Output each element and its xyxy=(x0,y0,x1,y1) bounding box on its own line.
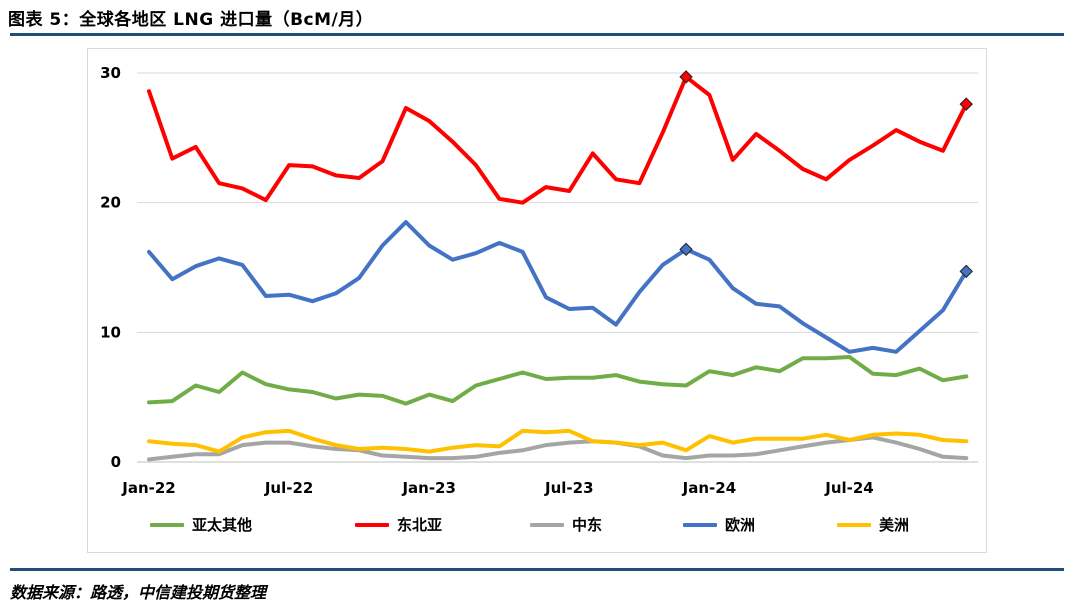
data-marker xyxy=(679,242,693,257)
y-tick-label: 0 xyxy=(111,453,121,471)
figure-title: 图表 5：全球各地区 LNG 进口量（BcM/月） xyxy=(8,10,374,30)
series-markers xyxy=(679,70,973,279)
x-tick-label: Jan-24 xyxy=(682,479,736,497)
x-tick-label: Jul-22 xyxy=(264,479,314,497)
legend-label: 中东 xyxy=(572,516,603,534)
y-tick-label: 30 xyxy=(100,64,121,82)
legend-item: 欧洲 xyxy=(683,514,755,535)
x-tick-label: Jan-23 xyxy=(401,479,455,497)
data-marker xyxy=(959,97,973,111)
y-tick-label: 10 xyxy=(100,323,121,341)
legend-item: 亚太其他 xyxy=(150,514,252,535)
x-tick-label: Jan-22 xyxy=(121,479,175,497)
legend-label: 东北亚 xyxy=(397,516,443,534)
legend-swatch xyxy=(530,522,564,527)
data-marker xyxy=(679,70,693,84)
x-tick-label: Jul-23 xyxy=(544,479,594,497)
header-rule xyxy=(10,33,1064,36)
series-line xyxy=(147,428,969,454)
gridlines xyxy=(137,72,979,333)
legend-item: 美洲 xyxy=(837,514,909,535)
legend-label: 亚太其他 xyxy=(192,516,253,534)
x-tick-label: Jul-24 xyxy=(824,479,874,497)
legend-item: 东北亚 xyxy=(355,514,442,535)
series-line xyxy=(147,74,969,205)
legend-swatch xyxy=(837,522,871,527)
legend-swatch xyxy=(683,522,717,527)
chart-legend: 亚太其他 东北亚 中东 欧洲 美洲 xyxy=(150,514,970,536)
y-axis-ticks: 0 10 20 30 xyxy=(100,64,121,471)
series-line xyxy=(147,355,969,406)
series-lines xyxy=(147,74,969,462)
series-line xyxy=(147,435,969,462)
legend-label: 美洲 xyxy=(879,516,910,534)
legend-swatch xyxy=(150,522,184,527)
data-marker xyxy=(959,264,973,279)
chart-frame xyxy=(87,48,987,553)
legend-item: 中东 xyxy=(530,514,602,535)
footer-rule xyxy=(10,568,1064,571)
legend-label: 欧洲 xyxy=(725,516,756,534)
source-note: 数据来源：路透，中信建投期货整理 xyxy=(10,583,267,602)
x-axis: Jan-22 Jul-22 Jan-23 Jul-23 Jan-24 Jul-24 xyxy=(121,461,979,497)
y-tick-label: 20 xyxy=(100,194,121,212)
series-line xyxy=(147,220,969,354)
legend-swatch xyxy=(355,522,389,527)
